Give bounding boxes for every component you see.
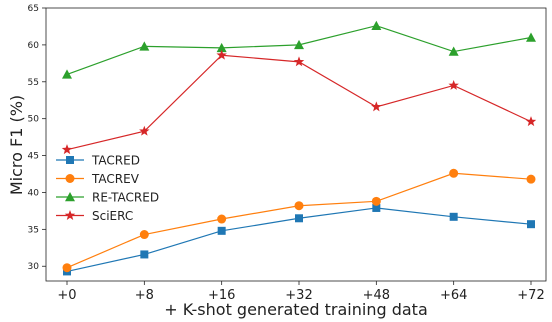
data-point-tacred	[217, 226, 226, 235]
legend-item-re-tacred: RE-TACRED	[56, 191, 159, 205]
y-tick-label: 45	[28, 152, 39, 162]
data-point-tacred	[449, 212, 458, 221]
data-point-tacrev	[449, 168, 459, 178]
x-axis: +0 +8 +16 +32 +48 +64 +72	[57, 281, 545, 303]
legend-label: TACREV	[91, 172, 140, 186]
data-point-scierc	[448, 79, 459, 90]
data-point-tacrev	[526, 174, 536, 184]
data-point-tacred	[372, 203, 381, 212]
series-scierc	[61, 49, 537, 155]
data-point-tacred	[295, 214, 303, 223]
data-point-re-tacred	[371, 20, 382, 30]
series-re-tacred	[62, 20, 536, 79]
legend-item-scierc: SciERC	[56, 209, 133, 223]
y-tick-label: 65	[28, 4, 39, 14]
y-tick-label: 40	[28, 188, 40, 198]
series-line-scierc	[66, 54, 532, 151]
data-point-re-tacred	[448, 46, 459, 56]
legend-marker	[64, 210, 76, 220]
legend-label: RE-TACRED	[92, 191, 159, 205]
legend-item-tacrev: TACREV	[56, 172, 140, 186]
y-tick-label: 55	[28, 78, 39, 88]
x-tick-label: +8	[135, 288, 154, 303]
x-axis-label: + K-shot generated training data	[164, 300, 428, 319]
legend-label: TACRED	[91, 154, 140, 168]
y-axis-label: Micro F1 (%)	[7, 95, 26, 195]
y-tick-label: 50	[28, 115, 40, 125]
x-tick-label: +16	[208, 288, 235, 303]
series-layer	[61, 20, 537, 276]
y-tick-label: 30	[28, 262, 40, 272]
series-line-re-tacred	[66, 25, 532, 75]
y-axis: 30 35 40 45 50 55 60 65	[28, 4, 46, 272]
x-tick-label: +72	[517, 288, 544, 303]
data-point-scierc	[293, 56, 305, 67]
data-point-re-tacred	[294, 39, 304, 50]
legend-label: SciERC	[92, 209, 133, 223]
x-tick-label: +64	[440, 288, 467, 303]
x-tick-label: +0	[57, 288, 76, 303]
y-tick-label: 35	[28, 225, 39, 235]
data-point-scierc	[371, 101, 382, 112]
data-point-tacrev	[139, 230, 149, 240]
data-point-re-tacred	[526, 32, 536, 42]
legend-marker	[66, 156, 74, 164]
y-tick-label: 60	[28, 41, 40, 51]
data-point-tacred	[140, 250, 149, 259]
x-tick-label: +32	[285, 288, 312, 303]
legend: TACRED TACREV RE-TACRED SciERC	[56, 154, 159, 223]
legend-marker	[65, 174, 75, 183]
data-point-re-tacred	[216, 42, 227, 53]
x-tick-label: +48	[363, 288, 390, 303]
data-point-re-tacred	[62, 69, 72, 79]
data-point-tacred	[527, 220, 535, 229]
legend-marker	[65, 192, 75, 202]
data-point-scierc	[525, 116, 537, 127]
data-point-re-tacred	[139, 41, 150, 51]
data-point-tacrev	[62, 263, 72, 273]
data-point-tacrev	[371, 196, 381, 206]
plot-frame	[45, 7, 547, 282]
data-point-scierc	[139, 125, 150, 136]
data-point-tacrev	[294, 201, 304, 211]
data-point-scierc	[61, 144, 73, 155]
data-point-tacrev	[217, 214, 227, 224]
series-tacrev	[62, 168, 536, 273]
legend-item-tacred: TACRED	[56, 154, 140, 168]
data-point-scierc	[216, 49, 227, 60]
